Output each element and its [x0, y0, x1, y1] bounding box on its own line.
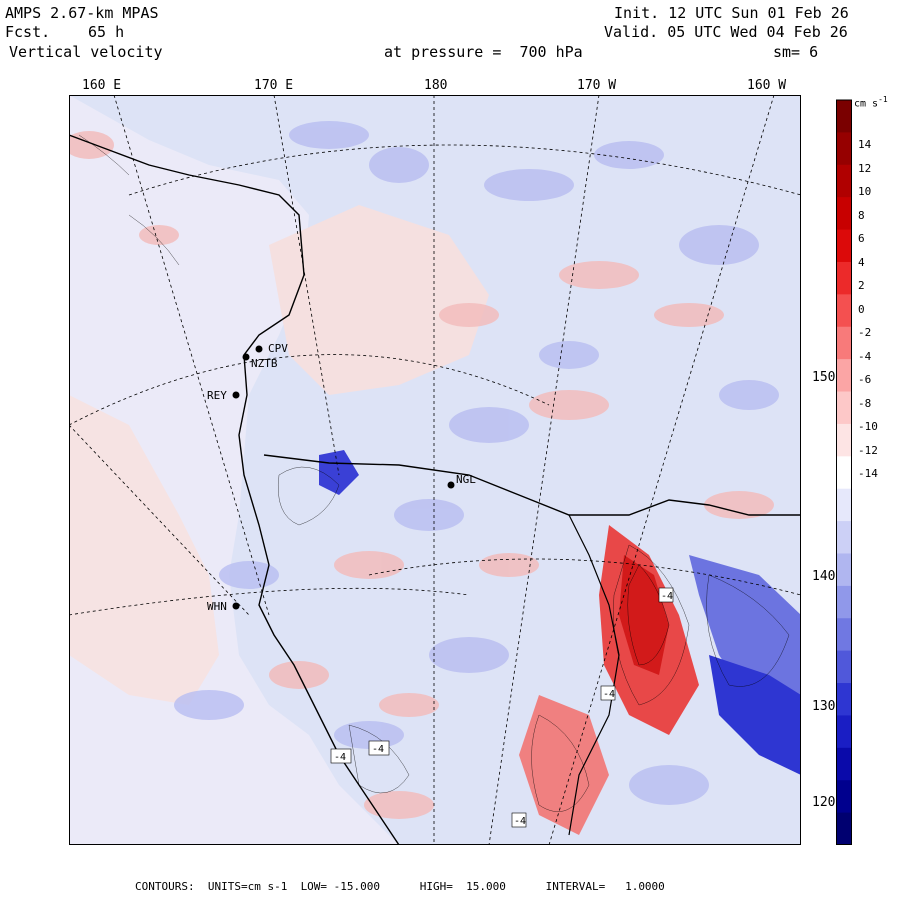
colorbar-tick-label: -4 [858, 349, 872, 363]
colorbar-tick-label: 6 [858, 232, 865, 245]
colorbar-swatch [836, 521, 852, 554]
low-markers: -4 -4 -4 -4 -4 [330, 587, 674, 828]
colorbar-tick-label: 12 [858, 161, 872, 175]
colorbar-swatch [836, 359, 852, 393]
colorbar-swatch [836, 456, 852, 490]
station-dot-nztb [242, 353, 250, 361]
pressure-level: at pressure = 700 hPa [384, 43, 583, 61]
colorbar-swatch [836, 261, 852, 295]
colorbar-swatch [836, 618, 852, 652]
low-marker-4: -4 [372, 744, 384, 755]
colorbar-swatch [836, 780, 852, 814]
colorbar-swatch [836, 294, 852, 328]
low-marker-2: -4 [603, 689, 615, 700]
colorbar-tick-label: 4 [858, 255, 865, 269]
lon-label-180: 180 [424, 78, 448, 93]
station-dot-ngl [447, 481, 455, 489]
colorbar-frame [836, 99, 852, 845]
station-label-cpv: CPV [268, 342, 288, 355]
colorbar-swatch [836, 747, 852, 781]
colorbar-swatch [836, 585, 852, 619]
colorbar-tick-label: 0 [858, 302, 865, 316]
station-label-whn: WHN [207, 600, 227, 613]
vertical-velocity-map: -4 -4 -4 -4 -4 [69, 95, 801, 845]
valid-time: Valid. 05 UTC Wed 04 Feb 26 [604, 23, 848, 41]
colorbar-swatch [836, 488, 852, 522]
colorbar-swatch [836, 553, 852, 587]
contour-info: CONTOURS: UNITS=cm s-1 LOW= -15.000 HIGH… [135, 880, 665, 893]
lon-label-170e: 170 E [254, 78, 294, 93]
parallel-lines [69, 144, 801, 616]
strong-ascent-core [619, 555, 669, 675]
descent-region-central [319, 450, 359, 495]
colorbar-swatch [836, 229, 852, 263]
colorbar-tick-label: 8 [858, 208, 865, 222]
ice-shelf-grounding-line [568, 514, 620, 836]
low-marker-5: -4 [514, 816, 526, 827]
colorbar-swatch [836, 132, 852, 166]
colorbar-tick-label: -6 [858, 373, 872, 386]
coastline [69, 134, 400, 845]
colorbar-swatch [836, 812, 852, 845]
lon-label-160e: 160 E [82, 78, 122, 93]
colorbar-tick-label: -10 [858, 420, 878, 433]
model-title: AMPS 2.67-km MPAS [5, 4, 159, 22]
colorbar-swatch [836, 326, 852, 360]
map-frame [69, 95, 801, 845]
positive-cells [69, 131, 774, 819]
colorbar-swatch [836, 715, 852, 749]
station-markers [232, 345, 455, 610]
variable-name: Vertical velocity [9, 43, 163, 61]
colorbar-unit: cm s-1 [854, 95, 888, 110]
descent-core-east [709, 655, 801, 775]
low-marker-1: -4 [661, 591, 673, 602]
colorbar-swatch [836, 423, 852, 457]
colorbar-tick-label: 2 [858, 279, 865, 292]
colorbar [836, 99, 852, 845]
station-label-ngl: NGL [456, 473, 476, 486]
station-dot-rey [232, 391, 240, 399]
colorbar-tick-label: 14 [858, 138, 872, 151]
colorbar-tick-label: -12 [858, 443, 878, 457]
negative-cells [174, 121, 779, 805]
positive-region-west [69, 395, 219, 705]
smoothing-label: sm= 6 [773, 43, 819, 61]
colorbar-swatch [836, 100, 852, 133]
station-label-nztb: NZTB [251, 357, 278, 370]
init-time: Init. 12 UTC Sun 01 Feb 26 [614, 4, 849, 22]
contour-lines [78, 134, 790, 812]
positive-region-south [519, 695, 609, 835]
colorbar-tick-label: -2 [858, 326, 872, 339]
colorbar-tick-label: 10 [858, 185, 872, 198]
meridian-lines [69, 95, 775, 845]
colorbar-swatch [836, 164, 852, 198]
lon-label-170w: 170 W [577, 78, 617, 93]
forecast-hour: 65 h [88, 23, 125, 41]
colorbar-tick-label: -14 [858, 467, 878, 480]
lon-label-160w: 160 W [747, 78, 787, 93]
low-marker-3: -4 [334, 752, 346, 763]
colorbar-swatch [836, 650, 852, 684]
forecast-label: Fcst. [5, 23, 51, 41]
colorbar-swatch [836, 683, 852, 716]
station-dot-cpv [255, 345, 263, 353]
colorbar-swatch [836, 197, 852, 231]
colorbar-swatch [836, 391, 852, 425]
station-dot-whn [232, 602, 240, 610]
colorbar-tick-label: -8 [858, 396, 872, 410]
station-label-rey: REY [207, 389, 227, 402]
